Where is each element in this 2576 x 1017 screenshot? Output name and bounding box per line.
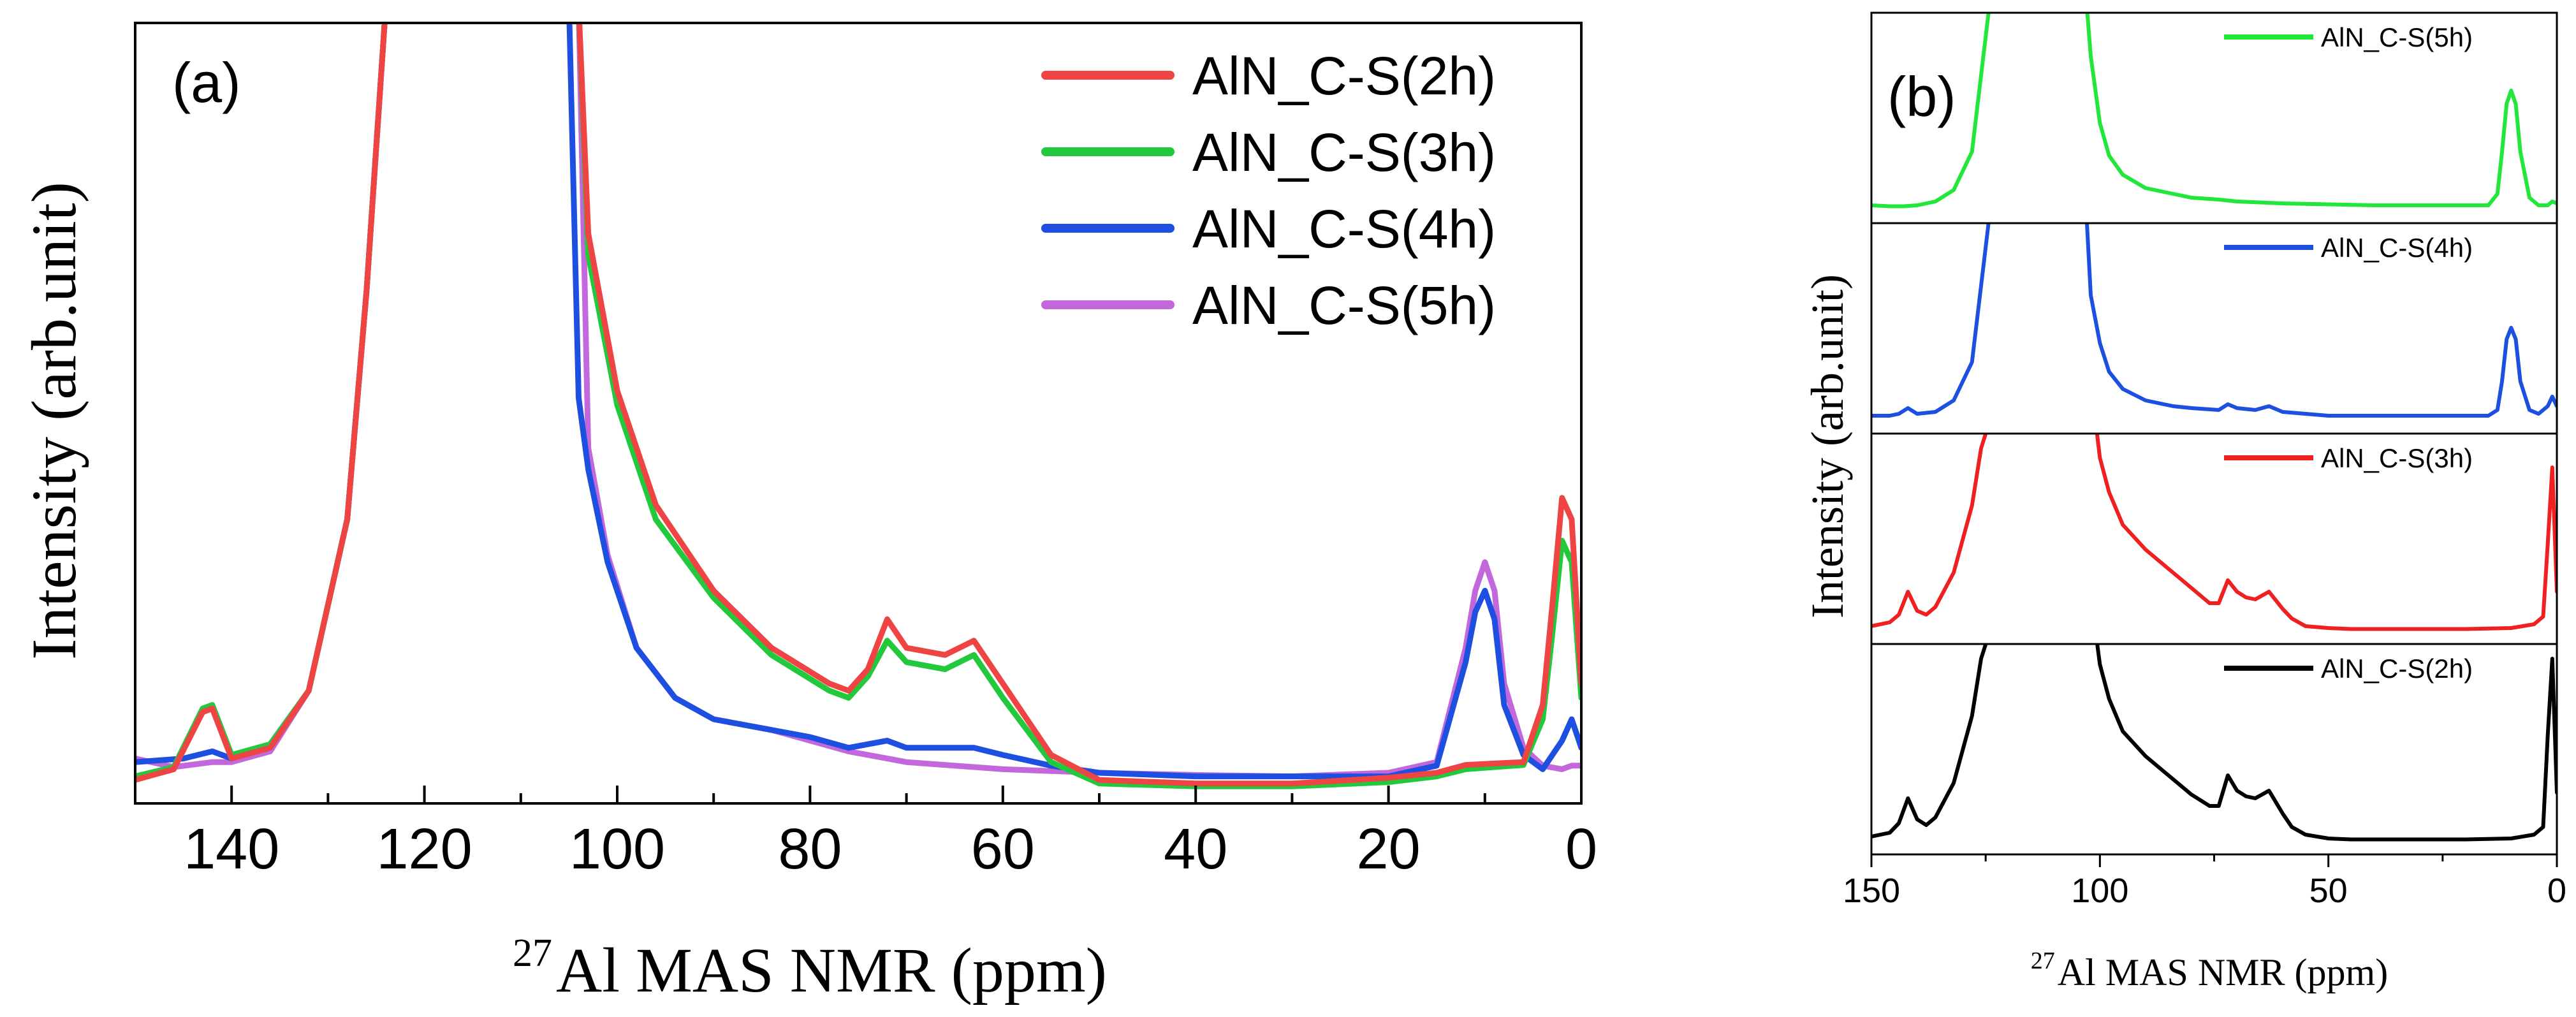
panel-b-xlabel-main: Al MAS NMR (ppm): [2058, 951, 2388, 993]
panel-b-x-ticks: [1870, 854, 2558, 867]
legend-item: AlN_C-S(3h): [1041, 122, 1496, 182]
subplot-line-aln-c-s-5h-: [1871, 13, 2557, 209]
panel-b-label: (b): [1887, 65, 1956, 128]
panel-a-label: (a): [172, 51, 241, 114]
subplot-line-aln-c-s-4h-: [1871, 223, 2557, 418]
subplot-aln-c-s-3h-: AlN_C-S(3h): [1870, 432, 2558, 645]
x-tick-label: 50: [2309, 872, 2348, 910]
panel-a-xlabel-superscript: 27: [513, 932, 552, 975]
legend-label: AlN_C-S(2h): [1192, 46, 1496, 106]
panel-b-x-tick-labels: 150 100 50 0: [1843, 872, 2566, 910]
subplot-legend-label: AlN_C-S(4h): [2321, 233, 2473, 263]
panel-a-x-tick-labels: 140 120 100 80 60 40 20 0: [184, 817, 1597, 881]
x-tick-label: 0: [2547, 872, 2566, 910]
legend-label: AlN_C-S(3h): [1192, 122, 1496, 182]
x-tick-label: 40: [1164, 817, 1227, 881]
panel-a: 140 120 100 80 60 40 20 0 (a) Intensity (arb.un…: [18, 22, 1597, 1006]
panel-a-xlabel-main: Al MAS NMR (ppm): [556, 935, 1107, 1006]
panel-b-xlabel-superscript: 27: [2031, 947, 2055, 974]
series-line-aln-c-s-2h-: [135, 23, 1581, 787]
subplot-legend-label: AlN_C-S(3h): [2321, 443, 2473, 473]
x-tick-label: 100: [2071, 872, 2128, 910]
subplot-aln-c-s-5h-: AlN_C-S(5h): [1870, 11, 2558, 224]
subplot-legend-label: AlN_C-S(2h): [2321, 654, 2473, 684]
legend-item: AlN_C-S(2h): [1041, 46, 1496, 106]
panel-a-legend: AlN_C-S(2h) AlN_C-S(3h) AlN_C-S(4h) AlN_C-S…: [1041, 46, 1496, 335]
subplot-line-aln-c-s-2h-: [1871, 644, 2557, 842]
panel-a-series: [135, 23, 1581, 789]
subplot-legend-label: AlN_C-S(5h): [2321, 22, 2473, 52]
panel-a-xlabel: 27Al MAS NMR (ppm): [513, 932, 1107, 1006]
x-tick-label: 0: [1565, 817, 1597, 881]
panel-b-subplots: AlN_C-S(5h) AlN_C-S(4h) AlN_C-S(3h) AlN_C-S…: [1870, 11, 2558, 856]
subplot-line-aln-c-s-3h-: [1871, 434, 2557, 631]
panel-a-x-ticks: [134, 786, 1583, 803]
panel-b-ylabel: Intensity (arb.unit): [1802, 274, 1853, 618]
panel-b: AlN_C-S(5h) AlN_C-S(4h) AlN_C-S(3h) AlN_C-S…: [1802, 11, 2566, 993]
x-tick-label: 140: [184, 817, 279, 881]
panel-b-xlabel: 27Al MAS NMR (ppm): [2031, 947, 2388, 993]
legend-label: AlN_C-S(4h): [1192, 199, 1496, 259]
subplot-aln-c-s-4h-: AlN_C-S(4h): [1870, 222, 2558, 435]
x-tick-label: 120: [377, 817, 472, 881]
legend-label: AlN_C-S(5h): [1192, 275, 1496, 335]
x-tick-label: 150: [1843, 872, 1900, 910]
x-tick-label: 60: [971, 817, 1035, 881]
legend-item: AlN_C-S(5h): [1041, 275, 1496, 335]
x-tick-label: 20: [1357, 817, 1421, 881]
x-tick-label: 80: [778, 817, 842, 881]
legend-item: AlN_C-S(4h): [1041, 199, 1496, 259]
x-tick-label: 100: [569, 817, 665, 881]
panel-a-frame: [134, 22, 1583, 805]
panel-a-ylabel: Intensity (arb.unit): [18, 182, 89, 660]
